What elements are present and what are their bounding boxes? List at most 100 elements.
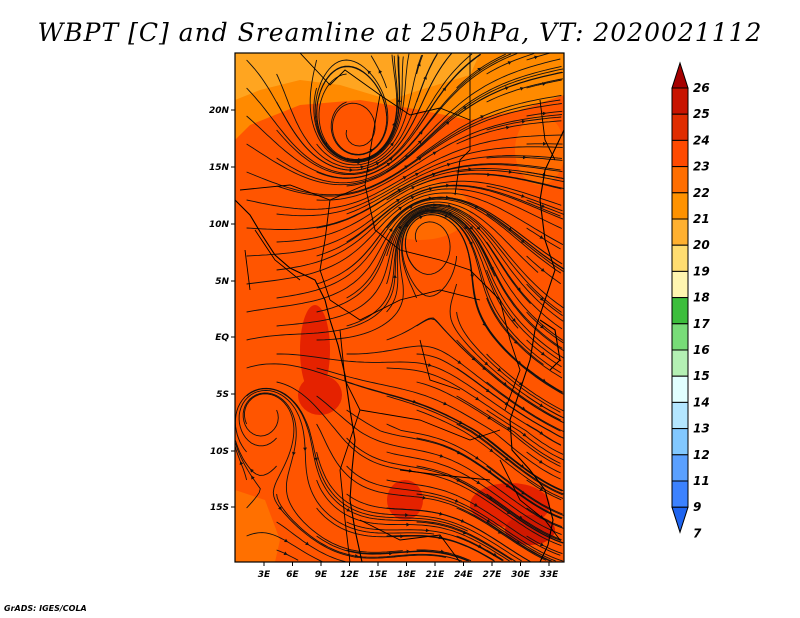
streamline-arrow <box>428 196 433 201</box>
streamline <box>246 209 496 341</box>
colorbar-bottom-arrow <box>671 506 689 534</box>
streamline <box>346 203 564 309</box>
streamline <box>244 393 446 559</box>
lat-tick-label: EQ <box>215 333 229 343</box>
streamline <box>416 381 561 467</box>
streamline <box>386 210 564 359</box>
streamline-arrow <box>292 451 296 456</box>
streamline-arrow <box>427 363 432 367</box>
streamline-arrow <box>305 541 310 546</box>
longitude-axis: 3E 6E 9E 12E 15E 18E 21E 24E 27E 30E 33E <box>258 562 559 580</box>
streamline-arrow <box>408 468 413 473</box>
streamline-arrow <box>438 535 443 540</box>
streamline-arrow <box>476 226 481 230</box>
streamline <box>316 53 518 179</box>
streamline-arrow <box>470 274 475 279</box>
lat-tick-label: 5S <box>216 390 229 400</box>
streamline <box>486 78 563 103</box>
streamline-arrow <box>518 515 523 520</box>
streamline <box>416 549 472 562</box>
colorbar-swatch <box>671 401 689 430</box>
credit-label: GrADS: IGES/COLA <box>4 604 87 613</box>
streamline-arrow <box>502 381 507 386</box>
streamline-arrow <box>511 318 516 323</box>
streamline-arrow <box>418 130 423 135</box>
lon-tick-label: 3E <box>258 570 271 580</box>
colorbar-swatch <box>671 139 689 168</box>
streamline-arrow <box>283 551 288 555</box>
colorbar-swatch <box>671 323 689 351</box>
streamline <box>486 213 564 272</box>
lat-tick-label: 15S <box>210 503 229 513</box>
streamline-arrow <box>539 297 544 301</box>
streamline-arrow <box>541 378 546 383</box>
streamline-arrow <box>314 457 318 462</box>
streamline <box>486 297 563 379</box>
streamline <box>242 392 403 553</box>
colorbar-swatch <box>671 349 689 377</box>
streamline <box>486 493 562 541</box>
streamline-arrow <box>404 223 408 228</box>
lon-tick-label: 33E <box>540 570 560 580</box>
streamline <box>346 345 561 432</box>
streamline-arrow <box>284 538 289 543</box>
streamline-arrow <box>522 432 527 437</box>
streamline <box>276 173 564 243</box>
streamline-arrow <box>469 241 473 246</box>
colorbar-label: 20 <box>693 238 710 252</box>
streamline <box>316 54 423 166</box>
colorbar-swatch <box>671 113 689 141</box>
lat-tick-label: 15N <box>209 163 230 173</box>
streamline <box>526 451 561 474</box>
streamline-arrow <box>346 508 351 512</box>
colorbar-swatch <box>671 428 689 456</box>
streamline-arrow <box>433 203 437 208</box>
streamline-arrow <box>402 176 407 180</box>
colorbar-label: 19 <box>693 264 710 278</box>
streamline-arrow <box>406 522 410 527</box>
colorbar-label: 15 <box>693 369 710 383</box>
streamline-arrow <box>486 519 491 523</box>
streamline <box>314 59 389 162</box>
streamline <box>526 535 563 555</box>
streamline-arrow <box>388 157 393 161</box>
streamline <box>246 180 562 257</box>
streamline <box>401 212 544 365</box>
streamline-arrow <box>540 351 545 356</box>
streamline-arrow <box>411 186 416 190</box>
streamline <box>276 198 562 299</box>
streamline-arrow <box>404 165 409 169</box>
streamline-arrow <box>477 67 482 72</box>
streamline-arrow <box>469 225 474 230</box>
streamline-arrow <box>539 487 544 491</box>
colorbar-label: 13 <box>693 422 710 436</box>
streamline <box>416 95 562 159</box>
streamline-arrow <box>439 454 444 458</box>
colorbar-label: 9 <box>693 500 701 514</box>
streamline-arrow <box>487 415 492 420</box>
lon-tick-label: 30E <box>511 570 531 580</box>
streamline <box>386 367 564 455</box>
chart-title: WBPT [C] and Sreamline at 250hPa, VT: 20… <box>37 18 763 47</box>
streamline <box>456 507 547 561</box>
streamline-arrow <box>445 121 450 125</box>
lon-tick-label: 24E <box>454 570 474 580</box>
streamline <box>276 521 346 562</box>
colorbar-swatch <box>671 244 689 272</box>
streamline-arrow <box>388 227 393 232</box>
streamline-arrow <box>443 401 448 406</box>
latitude-axis: 20N 15N 10N 5N EQ 5S 10S 15S <box>209 106 235 513</box>
colorbar-label: 17 <box>693 317 710 331</box>
streamline-arrow <box>425 528 430 533</box>
streamline <box>316 196 562 285</box>
streamline-arrow <box>476 480 481 485</box>
colorbar-label: 22 <box>693 186 710 200</box>
streamline-arrow <box>278 506 282 511</box>
field-east-orange <box>515 115 564 185</box>
colorbar-label: 12 <box>693 448 710 462</box>
colorbar-swatch <box>671 218 689 246</box>
streamline-arrow <box>398 206 403 211</box>
streamline-arrow <box>423 75 427 80</box>
streamline <box>316 185 564 257</box>
